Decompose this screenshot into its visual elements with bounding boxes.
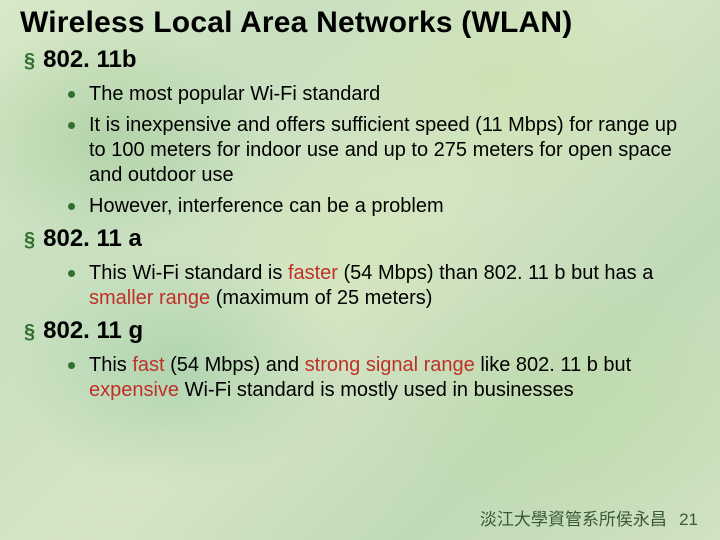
text-segment: (54 Mbps) and: [165, 354, 305, 376]
section-bullet-icon: §: [24, 322, 35, 342]
page-number: 21: [679, 510, 698, 529]
text-segment: This: [89, 354, 132, 376]
footer-text: 淡江大學資管系所侯永昌: [480, 510, 667, 529]
section-title: 802. 11b: [43, 46, 136, 74]
item-text: This Wi-Fi standard is faster (54 Mbps) …: [89, 261, 689, 311]
list-item: It is inexpensive and offers sufficient …: [68, 113, 700, 188]
item-list: This Wi-Fi standard is faster (54 Mbps) …: [68, 261, 700, 311]
item-list: This fast (54 Mbps) and strong signal ra…: [68, 353, 700, 403]
page-title: Wireless Local Area Networks (WLAN): [20, 6, 700, 40]
highlight-text: fast: [132, 354, 164, 376]
list-item: This fast (54 Mbps) and strong signal ra…: [68, 353, 700, 403]
text-segment: Wi-Fi standard is mostly used in busines…: [179, 379, 574, 401]
section-header: § 802. 11b: [24, 46, 700, 74]
text-segment: (54 Mbps) than 802. 11 b but has a: [338, 262, 653, 284]
section-title: 802. 11 g: [43, 317, 143, 345]
section-title: 802. 11 a: [43, 225, 142, 253]
bullet-dot-icon: [68, 122, 75, 129]
highlight-text: strong signal range: [305, 354, 475, 376]
highlight-text: smaller range: [89, 287, 210, 309]
section-header: § 802. 11 a: [24, 225, 700, 253]
bullet-dot-icon: [68, 362, 75, 369]
slide: Wireless Local Area Networks (WLAN) § 802…: [0, 0, 720, 540]
item-text: It is inexpensive and offers sufficient …: [89, 113, 689, 188]
section-bullet-icon: §: [24, 51, 35, 71]
text-segment: like 802. 11 b but: [475, 354, 631, 376]
section-bullet-icon: §: [24, 230, 35, 250]
item-list: The most popular Wi-Fi standard It is ine…: [68, 82, 700, 219]
highlight-text: expensive: [89, 379, 179, 401]
list-item: The most popular Wi-Fi standard: [68, 82, 700, 107]
list-item: However, interference can be a problem: [68, 194, 700, 219]
item-text: However, interference can be a problem: [89, 194, 444, 219]
bullet-dot-icon: [68, 203, 75, 210]
item-text: This fast (54 Mbps) and strong signal ra…: [89, 353, 689, 403]
bullet-dot-icon: [68, 270, 75, 277]
section: § 802. 11b The most popular Wi-Fi standard…: [20, 46, 700, 219]
section-header: § 802. 11 g: [24, 317, 700, 345]
text-segment: (maximum of 25 meters): [210, 287, 432, 309]
highlight-text: faster: [288, 262, 338, 284]
bullet-dot-icon: [68, 91, 75, 98]
list-item: This Wi-Fi standard is faster (54 Mbps) …: [68, 261, 700, 311]
section: § 802. 11 g This fast (54 Mbps) and strong…: [20, 317, 700, 403]
sections-container: § 802. 11b The most popular Wi-Fi standard…: [20, 46, 700, 403]
section: § 802. 11 a This Wi-Fi standard is faster …: [20, 225, 700, 311]
footer: 淡江大學資管系所侯永昌 21: [480, 505, 698, 530]
text-segment: This Wi-Fi standard is: [89, 262, 288, 284]
item-text: The most popular Wi-Fi standard: [89, 82, 380, 107]
